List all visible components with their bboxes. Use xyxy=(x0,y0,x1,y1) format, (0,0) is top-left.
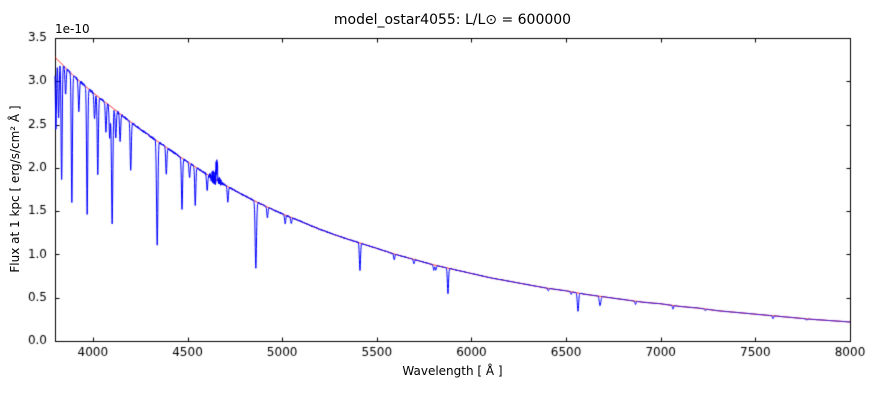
chart-title: model_ostar4055: L/L⊙ = 600000 xyxy=(333,12,572,28)
x-axis-label: Wavelength [ Å ] xyxy=(402,364,503,378)
y-axis-label: Flux at 1 kpc [ erg/s/cm² Å ] xyxy=(8,105,22,273)
y-axis-offset-label: 1e-10 xyxy=(55,22,90,36)
